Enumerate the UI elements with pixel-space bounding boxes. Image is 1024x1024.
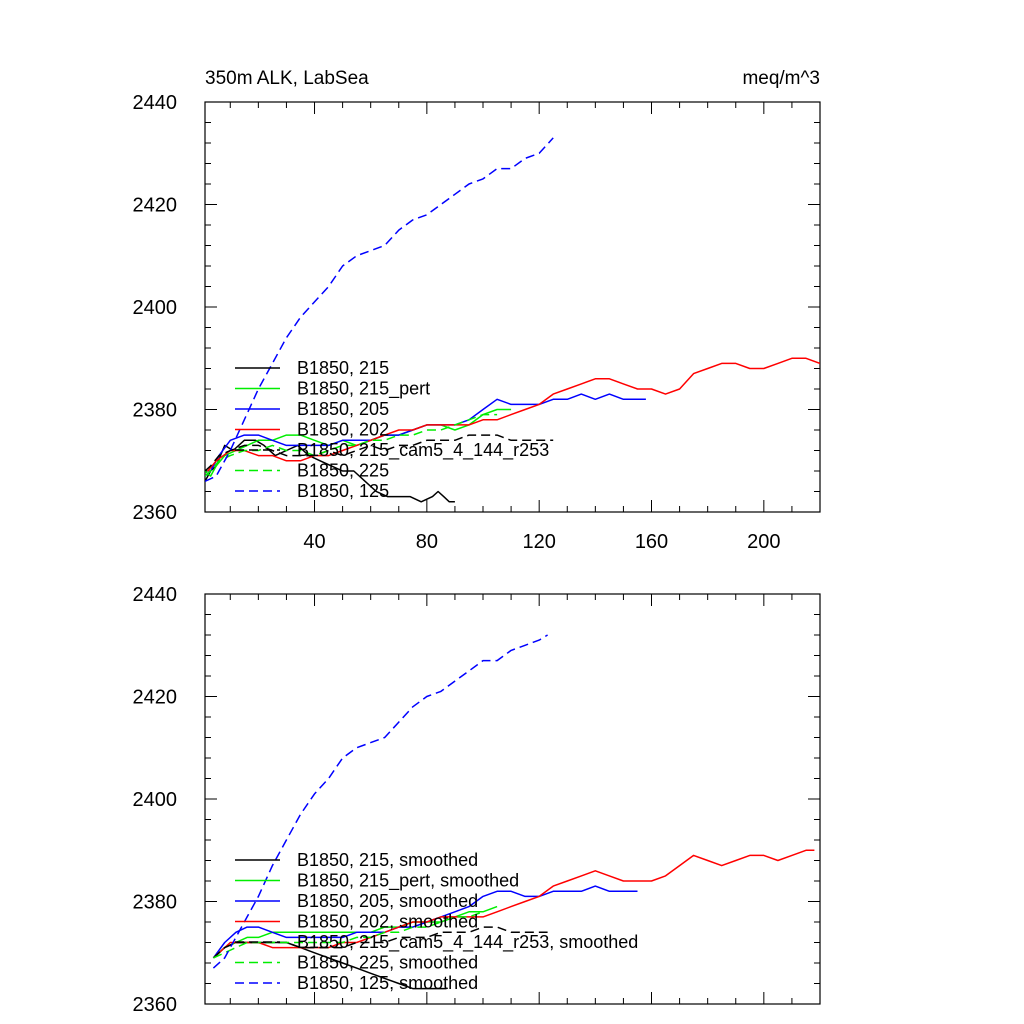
x-tick-label: 40 (303, 531, 325, 553)
legend-entry-label: B1850, 215_pert (297, 379, 430, 400)
series-group (205, 137, 820, 503)
x-tick-label: 120 (522, 531, 555, 553)
units-label: meq/m^3 (742, 68, 820, 89)
series-line (205, 439, 455, 503)
bottom-panel: 2360 2380 2400 2420 2440 B1850, 215, smoothed… (133, 584, 821, 1016)
x-tick-label: 200 (747, 531, 780, 553)
legend-entry-label: B1850, 215_pert, smoothed (297, 871, 519, 892)
series-line (212, 849, 815, 959)
series-line (205, 393, 646, 477)
series-line (212, 634, 548, 969)
series-line (205, 137, 554, 482)
series-line (212, 885, 638, 959)
series-line (213, 911, 484, 959)
legend-entry-label: B1850, 205, smoothed (297, 891, 478, 911)
chart-title: 350m ALK, LabSea (205, 68, 369, 89)
series-line (205, 413, 498, 477)
y-tick-label: 2400 (133, 789, 178, 811)
legend-entry-label: B1850, 202, smoothed (297, 912, 478, 932)
legend-entry-label: B1850, 125, smoothed (297, 973, 478, 993)
x-tick-label: 160 (635, 531, 668, 553)
series-group (212, 634, 815, 990)
y-tick-label: 2360 (133, 502, 178, 524)
y-tick-label: 2420 (133, 195, 178, 217)
legend-entry-label: B1850, 215, smoothed (297, 850, 478, 870)
y-tick-label: 2440 (133, 584, 178, 606)
legend-entry-label: B1850, 205 (297, 399, 389, 419)
y-tick-label: 2420 (133, 687, 178, 709)
y-tick-label: 2360 (133, 994, 178, 1016)
x-tick-label: 80 (416, 531, 438, 553)
y-tick-label: 2440 (133, 92, 178, 114)
y-tick-label: 2400 (133, 297, 178, 319)
legend-entry-label: B1850, 202 (297, 420, 389, 440)
series-line (207, 357, 820, 472)
y-tick-label: 2380 (133, 400, 178, 422)
legend-entry-label: B1850, 225 (297, 461, 389, 481)
legend-entry-label: B1850, 215_cam5_4_144_r253 (297, 440, 549, 461)
series-line (212, 926, 548, 959)
legend-entry-label: B1850, 215_cam5_4_144_r253, smoothed (297, 932, 638, 953)
top-panel: 2360 2380 2400 2420 2440 40 80 120 160 200 350m AL… (133, 68, 821, 553)
y-tick-label: 2380 (133, 892, 178, 914)
legend-entry-label: B1850, 215 (297, 358, 389, 378)
legend-entry-label: B1850, 225, smoothed (297, 953, 478, 973)
legend-entry-label: B1850, 125 (297, 481, 389, 501)
